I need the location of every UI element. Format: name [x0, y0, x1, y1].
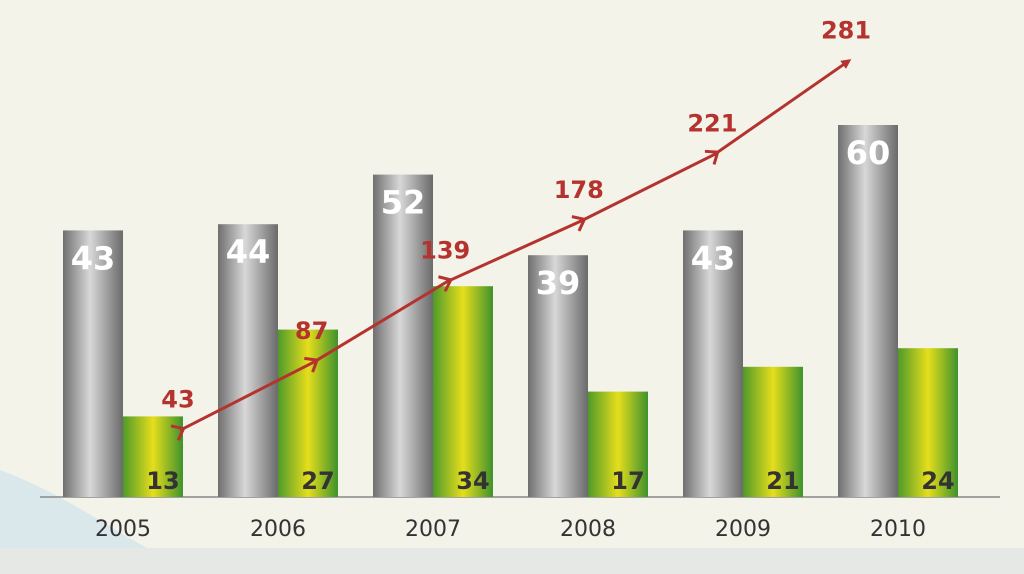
x-tick-label: 2006 [250, 517, 306, 542]
value-label: 13 [146, 467, 179, 495]
line-value-label: 178 [554, 176, 604, 204]
value-label: 39 [536, 264, 581, 302]
line-marker [438, 275, 454, 292]
x-tick-label: 2008 [560, 517, 616, 542]
decor-band [0, 548, 1024, 574]
line [179, 59, 852, 432]
value-label: 24 [921, 467, 954, 495]
x-tick-label: 2007 [405, 517, 461, 542]
x-tick-label: 2005 [95, 517, 151, 542]
line-value-label: 281 [821, 16, 871, 44]
value-label: 21 [766, 467, 799, 495]
bar [528, 255, 588, 497]
value-label: 43 [71, 239, 116, 277]
line-marker [170, 424, 186, 441]
value-label: 60 [846, 134, 891, 172]
x-tick-label: 2010 [870, 517, 926, 542]
value-label: 34 [456, 467, 489, 495]
bar [683, 230, 743, 497]
line-marker [704, 149, 720, 165]
line-value-label: 139 [420, 237, 470, 265]
bar [588, 391, 648, 497]
bar [743, 366, 803, 497]
line-value-label: 87 [295, 317, 328, 345]
line-marker [571, 215, 587, 232]
bar [898, 348, 958, 497]
bar [373, 174, 433, 497]
bar [218, 224, 278, 497]
value-label: 52 [381, 184, 426, 222]
line-value-label: 43 [161, 385, 194, 413]
bar [838, 125, 898, 497]
bar [433, 286, 493, 497]
x-tick-label: 2009 [715, 517, 771, 542]
line-value-label: 221 [687, 109, 737, 137]
line-marker [304, 356, 320, 373]
bar [123, 416, 183, 497]
bar [63, 230, 123, 497]
value-label: 43 [691, 239, 736, 277]
value-label: 27 [301, 467, 334, 495]
value-label: 44 [226, 233, 271, 271]
value-label: 17 [611, 467, 644, 495]
